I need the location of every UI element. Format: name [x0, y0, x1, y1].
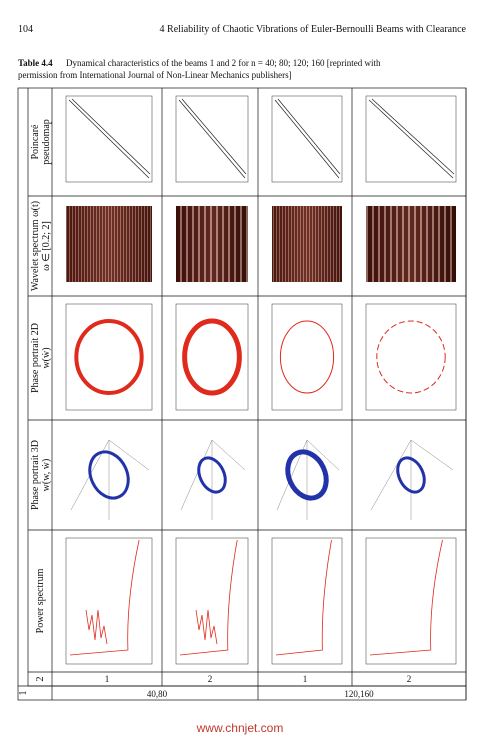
plot-frame [271, 303, 343, 411]
plot-frame [65, 95, 153, 183]
caption-line: permission from International Journal of… [18, 70, 292, 80]
power-curve [69, 539, 140, 656]
table [17, 87, 467, 701]
page-number: 104 [18, 24, 33, 35]
row-header: Poincaré [30, 124, 41, 160]
poincare-curve [274, 98, 341, 179]
phase-2d [182, 318, 242, 396]
wavelet-shade [66, 206, 152, 282]
phase-2d [74, 319, 144, 395]
watermark: www.chnjet.com [196, 721, 284, 735]
axes-3d [180, 439, 246, 520]
wavelet-shade [366, 206, 456, 282]
row-header: w(w, ẇ) [41, 459, 52, 492]
power-curve [275, 539, 332, 656]
group-label: 40,80 [147, 689, 168, 699]
beam-label: 2 [407, 674, 412, 684]
plot-frame [65, 303, 153, 411]
plot-frame [175, 537, 249, 665]
power-curve [179, 539, 238, 656]
caption-line: Dynamical characteristics of the beams 1… [66, 58, 381, 68]
row-header: Phase portrait 3D [30, 440, 41, 510]
poincare-curve [178, 98, 247, 179]
beam-header: 2 [35, 677, 46, 682]
table-label: Table 4.4 [18, 58, 53, 68]
plot-frame [175, 95, 249, 183]
wavelet-shade [272, 206, 342, 282]
plot-frame [175, 303, 249, 411]
group-header: 1 [18, 691, 29, 696]
phase-2d [279, 320, 335, 394]
group-label: 120,160 [344, 689, 374, 699]
beam-label: 1 [105, 674, 110, 684]
plot-frame [365, 95, 457, 183]
row-header: Phase portrait 2D [30, 323, 41, 393]
beam-label: 1 [303, 674, 308, 684]
table-border [17, 87, 467, 701]
row-header: Wavelet spectrum ω(t) [30, 201, 41, 291]
plot-frame [271, 537, 343, 665]
plots [65, 95, 457, 665]
plot-frame [365, 303, 457, 411]
phase-2d [376, 320, 446, 394]
power-peaks [85, 609, 108, 645]
plot-frame [65, 537, 153, 665]
row-header: ω ∈ [0.2; 2] [41, 221, 52, 271]
phase-3d [88, 450, 130, 500]
poincare-curve [368, 98, 455, 179]
plot-frame [365, 537, 457, 665]
row-header: pseudomap [41, 119, 52, 165]
poincare-curve [68, 98, 151, 179]
axes-3d [370, 439, 454, 520]
phase-3d [197, 456, 227, 494]
phase-3d [396, 456, 426, 494]
power-curve [369, 539, 443, 656]
running-title: 4 Reliability of Chaotic Vibrations of E… [160, 24, 467, 35]
beam-label: 2 [208, 674, 213, 684]
phase-3d [285, 449, 329, 501]
wavelet-shade [176, 206, 248, 282]
row-header: Power spectrum [35, 568, 46, 633]
plot-frame [271, 95, 343, 183]
power-peaks [195, 609, 218, 645]
row-header: w(ẇ) [41, 347, 52, 368]
